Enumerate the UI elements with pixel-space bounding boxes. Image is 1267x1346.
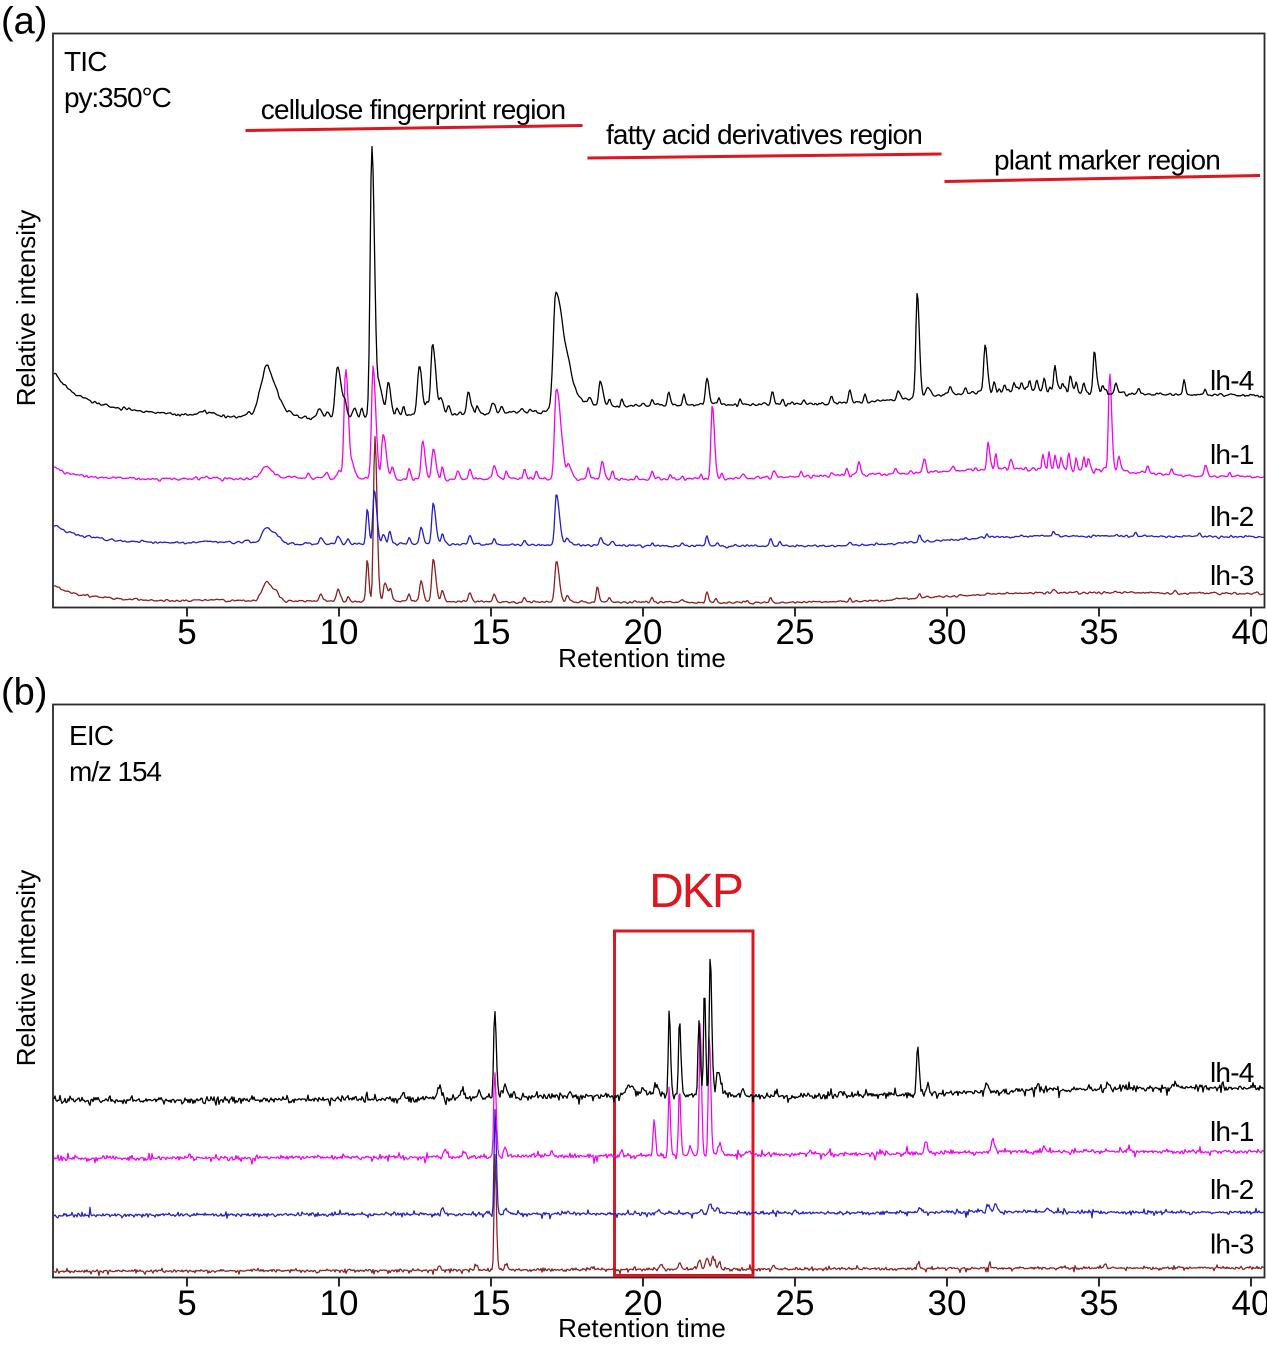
svg-text:(b): (b) [1, 672, 47, 714]
svg-text:cellulose fingerprint region: cellulose fingerprint region [261, 94, 565, 125]
svg-text:lh-3: lh-3 [1210, 560, 1254, 591]
svg-text:25: 25 [776, 1284, 815, 1323]
svg-text:20: 20 [624, 1284, 663, 1323]
svg-text:25: 25 [776, 613, 815, 652]
svg-text:lh-4: lh-4 [1210, 1057, 1254, 1088]
svg-text:lh-1: lh-1 [1210, 439, 1254, 470]
svg-text:35: 35 [1080, 1284, 1119, 1323]
svg-text:plant marker region: plant marker region [994, 145, 1220, 176]
svg-text:15: 15 [472, 1284, 511, 1323]
svg-text:lh-3: lh-3 [1210, 1229, 1254, 1260]
svg-text:EIC: EIC [69, 720, 114, 751]
svg-text:Relative intensity: Relative intensity [11, 210, 41, 407]
svg-text:40: 40 [1232, 1284, 1267, 1323]
svg-text:lh-4: lh-4 [1210, 365, 1254, 396]
svg-text:TIC: TIC [64, 46, 107, 77]
svg-text:Retention time: Retention time [558, 1313, 726, 1343]
svg-text:DKP: DKP [649, 865, 742, 918]
svg-text:40: 40 [1232, 613, 1267, 652]
svg-text:5: 5 [177, 613, 196, 652]
svg-text:5: 5 [177, 1284, 196, 1323]
svg-text:fatty acid derivatives region: fatty acid derivatives region [606, 119, 922, 150]
svg-text:30: 30 [928, 1284, 967, 1323]
svg-text:py:350°C: py:350°C [64, 82, 172, 113]
svg-text:Retention time: Retention time [558, 643, 726, 673]
svg-text:Relative intensity: Relative intensity [11, 870, 41, 1067]
svg-text:lh-2: lh-2 [1210, 1174, 1254, 1205]
svg-text:(a): (a) [1, 1, 47, 43]
svg-text:15: 15 [472, 613, 511, 652]
svg-text:lh-1: lh-1 [1210, 1116, 1254, 1147]
svg-text:m/z 154: m/z 154 [69, 756, 161, 787]
svg-text:lh-2: lh-2 [1210, 501, 1254, 532]
svg-text:10: 10 [320, 1284, 359, 1323]
svg-text:35: 35 [1080, 613, 1119, 652]
svg-text:30: 30 [928, 613, 967, 652]
svg-text:10: 10 [320, 613, 359, 652]
svg-text:20: 20 [624, 613, 663, 652]
